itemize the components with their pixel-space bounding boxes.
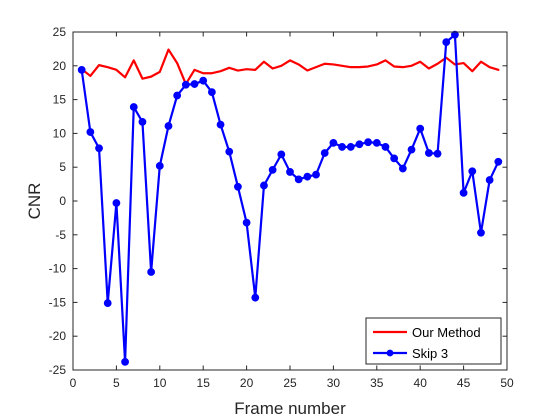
data-point	[416, 124, 425, 133]
data-point	[260, 181, 268, 190]
data-point	[494, 157, 503, 166]
data-point	[147, 268, 156, 276]
data-point	[181, 80, 190, 89]
y-tick-label: 5	[59, 160, 66, 174]
y-tick-label: 20	[53, 59, 67, 73]
data-point	[268, 166, 277, 174]
data-point	[129, 103, 138, 111]
data-point	[286, 168, 294, 176]
data-point	[242, 218, 251, 227]
data-point	[103, 299, 112, 307]
data-point	[234, 182, 242, 191]
data-point	[398, 164, 407, 173]
data-point	[346, 143, 355, 151]
data-point	[407, 145, 416, 154]
data-point	[338, 143, 346, 151]
series-our-method	[80, 48, 500, 86]
x-tick-label: 40	[414, 376, 428, 390]
x-tick-label: 0	[70, 376, 77, 390]
y-tick-label: 10	[53, 126, 67, 140]
data-point	[121, 357, 129, 366]
legend-box	[365, 317, 502, 365]
y-tick-label: -5	[55, 228, 66, 242]
data-point	[329, 138, 338, 147]
x-tick-label: 45	[457, 376, 471, 390]
legend: Our Method Skip 3	[365, 317, 502, 365]
data-point	[433, 149, 442, 158]
data-point	[468, 167, 477, 176]
data-point	[320, 149, 329, 157]
data-point	[190, 80, 199, 88]
data-point	[112, 199, 121, 207]
data-point	[442, 38, 451, 47]
data-point	[294, 175, 303, 184]
x-tick-label: 10	[153, 376, 167, 390]
legend-marker-skip-3	[386, 349, 394, 357]
data-point	[372, 138, 381, 147]
data-point	[207, 88, 216, 97]
x-tick-label: 25	[283, 376, 297, 390]
axes-frame	[72, 31, 508, 371]
x-tick-label: 5	[113, 376, 120, 390]
data-point	[459, 188, 468, 197]
y-tick-label: -15	[49, 295, 67, 309]
data-point	[303, 172, 312, 181]
data-point	[95, 144, 103, 153]
data-point	[355, 140, 364, 149]
y-tick-label: -10	[49, 262, 67, 276]
y-tick-label: -25	[49, 363, 67, 377]
data-point	[364, 138, 373, 147]
data-point	[138, 118, 147, 126]
y-tick-label: 0	[59, 194, 66, 208]
y-tick-label: -20	[49, 329, 67, 343]
tick-labels: 0 5 10 15 20 25 30 35 40 45 50 -25 -20 -15 -10 -5 0 5 10 15…	[49, 25, 514, 390]
data-point	[381, 143, 390, 151]
data-point	[390, 154, 399, 163]
data-point	[86, 128, 95, 136]
plot-area	[73, 32, 507, 370]
legend-label-skip-3: Skip 3	[412, 346, 448, 361]
data-point	[77, 65, 86, 74]
data-point	[199, 76, 208, 85]
axes-box	[72, 31, 508, 371]
data-point	[451, 30, 459, 39]
data-point	[312, 170, 320, 179]
x-tick-label: 15	[197, 376, 211, 390]
data-point	[277, 150, 286, 159]
data-point	[164, 122, 173, 130]
data-point	[477, 228, 485, 237]
data-point	[225, 147, 234, 156]
plot-background	[73, 32, 507, 370]
x-tick-label: 30	[327, 376, 341, 390]
series-our-method-line	[80, 48, 500, 86]
data-point	[485, 176, 494, 184]
data-point	[251, 293, 260, 302]
y-tick-label: 25	[53, 25, 67, 39]
x-tick-label: 20	[240, 376, 254, 390]
data-point	[216, 120, 225, 129]
x-tick-label: 35	[370, 376, 384, 390]
data-point	[173, 91, 182, 100]
y-tick-label: 15	[53, 93, 67, 107]
y-axis-title: CNR	[25, 183, 44, 220]
series-layer	[77, 30, 503, 366]
data-point	[424, 149, 433, 157]
x-axis-title: Frame number	[234, 399, 346, 418]
legend-label-our-method: Our Method	[412, 325, 481, 340]
series-skip-3	[77, 30, 503, 366]
data-point	[155, 161, 164, 170]
x-tick-label: 50	[500, 376, 514, 390]
